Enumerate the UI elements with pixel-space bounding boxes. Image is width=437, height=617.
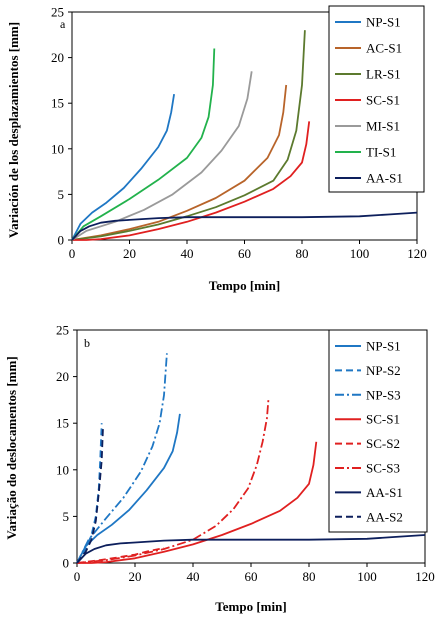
- series-line-np-s2: [76, 423, 103, 564]
- series-line-aa-s2: [76, 425, 104, 564]
- legend-entry: SC-S1: [366, 93, 400, 108]
- x-tick-label: 0: [74, 569, 81, 584]
- panel-label: b: [84, 336, 90, 350]
- series-line-sc-s1: [77, 441, 318, 564]
- legend-entry: SC-S3: [366, 461, 400, 476]
- y-tick-label: 15: [56, 416, 69, 431]
- legend-entry: NP-S1: [366, 339, 401, 354]
- y-tick-label: 0: [58, 233, 65, 248]
- y-tick-label: 15: [51, 96, 64, 111]
- y-tick-label: 10: [56, 462, 69, 477]
- series-line-sc-s3: [76, 399, 270, 564]
- series-line-ti-s1: [71, 48, 216, 241]
- chart-panel-a: 0 20 40 60 80 100 120 0 5 10 15 20 25 Tempo [min] Vari…: [6, 5, 427, 294]
- y-tick-label: 10: [51, 141, 64, 156]
- y-tick-label: 5: [58, 187, 65, 202]
- x-tick-label: 80: [296, 246, 309, 261]
- x-axis-label: Tempo [min]: [215, 599, 286, 614]
- y-axis-label: Variação do deslocamentos [mm]: [4, 356, 19, 539]
- x-tick-label: 40: [187, 569, 200, 584]
- series-line-aa-s1: [71, 211, 418, 241]
- legend-entry: AA-S1: [366, 171, 403, 186]
- legend-entry: NP-S3: [366, 387, 401, 402]
- x-tick-label: 20: [123, 246, 136, 261]
- x-tick-label: 20: [129, 569, 142, 584]
- legend-entry: TI-S1: [366, 145, 396, 160]
- x-tick-label: 80: [303, 569, 316, 584]
- x-tick-label: 0: [69, 246, 76, 261]
- legend-entry: NP-S1: [366, 15, 401, 30]
- legend-entry: NP-S2: [366, 363, 401, 378]
- x-tick-label: 60: [238, 246, 251, 261]
- legend-entry: AC-S1: [366, 41, 402, 56]
- y-axis-label: Variación de los desplazamientos [mm]: [6, 22, 21, 238]
- x-tick-label: 60: [245, 569, 258, 584]
- legend-entry: AA-S1: [366, 485, 403, 500]
- series-line-np-s3: [76, 353, 168, 564]
- series-line-ac-s1: [71, 84, 288, 241]
- y-tick-label: 5: [63, 509, 70, 524]
- panel-label: a: [60, 17, 66, 31]
- series-line-mi-s1: [71, 71, 253, 241]
- x-tick-label: 40: [181, 246, 194, 261]
- x-tick-label: 100: [350, 246, 370, 261]
- x-tick-label: 120: [407, 246, 427, 261]
- x-tick-label: 120: [415, 569, 435, 584]
- y-tick-label: 0: [63, 556, 70, 571]
- x-axis-label: Tempo [min]: [209, 278, 280, 293]
- legend-entry: SC-S1: [366, 412, 400, 427]
- y-tick-label: 25: [56, 323, 69, 338]
- y-tick-label: 25: [51, 5, 64, 20]
- x-tick-label: 100: [357, 569, 377, 584]
- legend-entry: LR-S1: [366, 67, 401, 82]
- legend-entry: MI-S1: [366, 119, 400, 134]
- series-line-sc-s1: [72, 121, 311, 241]
- chart-panel-b: 0 20 40 60 80 100 120 0 5 10 15 20 25 Tempo [min] Vari…: [4, 323, 435, 615]
- y-tick-label: 20: [51, 50, 64, 65]
- series-line-lr-s1: [71, 30, 306, 241]
- legend-box: [328, 329, 428, 533]
- legend: NP-S1 NP-S2 NP-S3 SC-S1 SC-S2 SC-S3 AA-S1 AA-S2: [328, 329, 428, 533]
- y-tick-label: 20: [56, 369, 69, 384]
- legend: NP-S1 AC-S1 LR-S1 SC-S1 MI-S1 TI-S1 AA-S1: [328, 5, 425, 193]
- legend-entry: SC-S2: [366, 436, 400, 451]
- series-line-np-s1: [71, 93, 175, 241]
- legend-entry: AA-S2: [366, 509, 403, 524]
- series-line-aa-s1: [76, 534, 426, 564]
